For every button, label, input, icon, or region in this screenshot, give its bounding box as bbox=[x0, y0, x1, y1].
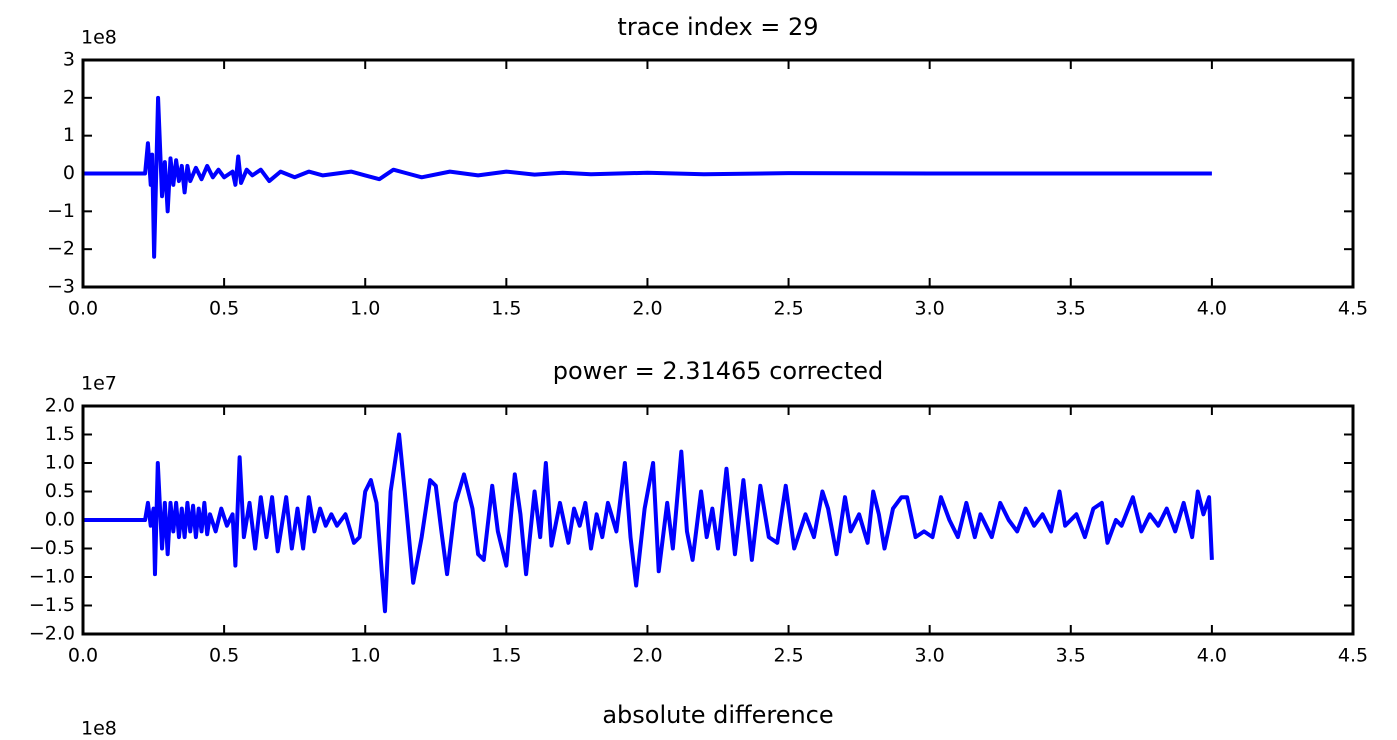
y-tick-label: −2.0 bbox=[29, 623, 75, 645]
chart-title: power = 2.31465 corrected bbox=[553, 357, 883, 385]
x-tick-label: 4.5 bbox=[1338, 645, 1368, 667]
plot-frame bbox=[81, 58, 1355, 289]
y-tick-label: 2 bbox=[63, 86, 75, 108]
y-tick-label: 3 bbox=[63, 49, 75, 71]
x-tick-label: 4.0 bbox=[1197, 298, 1227, 320]
data-line bbox=[83, 95, 1212, 259]
x-tick-label: 0.5 bbox=[209, 645, 239, 667]
data-line bbox=[83, 432, 1214, 614]
x-tick-label: 1.0 bbox=[350, 645, 380, 667]
x-tick-label: 4.0 bbox=[1197, 645, 1227, 667]
offset-label: 1e8 bbox=[81, 27, 117, 49]
y-tick-label: 2.0 bbox=[45, 395, 75, 417]
y-tick-label: −1 bbox=[47, 200, 75, 222]
y-tick-label: 1.0 bbox=[45, 452, 75, 474]
x-tick-label: 4.5 bbox=[1338, 298, 1368, 320]
x-tick-label: 2.0 bbox=[632, 645, 662, 667]
y-tick-label: 1.5 bbox=[45, 423, 75, 445]
x-tick-label: 1.0 bbox=[350, 298, 380, 320]
x-tick-label: 1.5 bbox=[491, 298, 521, 320]
x-tick-label: 0.0 bbox=[68, 298, 98, 320]
x-tick-label: 2.5 bbox=[773, 645, 803, 667]
y-tick-label: −0.5 bbox=[29, 537, 75, 559]
offset-label: 1e8 bbox=[81, 718, 117, 740]
x-tick-label: 0.0 bbox=[68, 645, 98, 667]
chart-title: trace index = 29 bbox=[617, 13, 818, 41]
x-tick-label: 1.5 bbox=[491, 645, 521, 667]
plot-frame bbox=[81, 404, 1355, 636]
y-tick-label: −2 bbox=[47, 238, 75, 260]
y-tick-label: 0 bbox=[63, 162, 75, 184]
y-tick-label: −1.0 bbox=[29, 566, 75, 588]
y-tick-label: 0.0 bbox=[45, 509, 75, 531]
y-tick-label: 0.5 bbox=[45, 480, 75, 502]
x-tick-label: 3.5 bbox=[1056, 298, 1086, 320]
chart-title: absolute difference bbox=[602, 701, 833, 729]
x-tick-label: 0.5 bbox=[209, 298, 239, 320]
y-tick-label: −3 bbox=[47, 276, 75, 298]
x-tick-label: 3.0 bbox=[915, 298, 945, 320]
x-tick-label: 2.5 bbox=[773, 298, 803, 320]
offset-label: 1e7 bbox=[81, 373, 117, 395]
y-tick-label: 1 bbox=[63, 124, 75, 146]
x-tick-label: 2.0 bbox=[632, 298, 662, 320]
x-tick-label: 3.0 bbox=[915, 645, 945, 667]
y-tick-label: −1.5 bbox=[29, 594, 75, 616]
x-tick-label: 3.5 bbox=[1056, 645, 1086, 667]
